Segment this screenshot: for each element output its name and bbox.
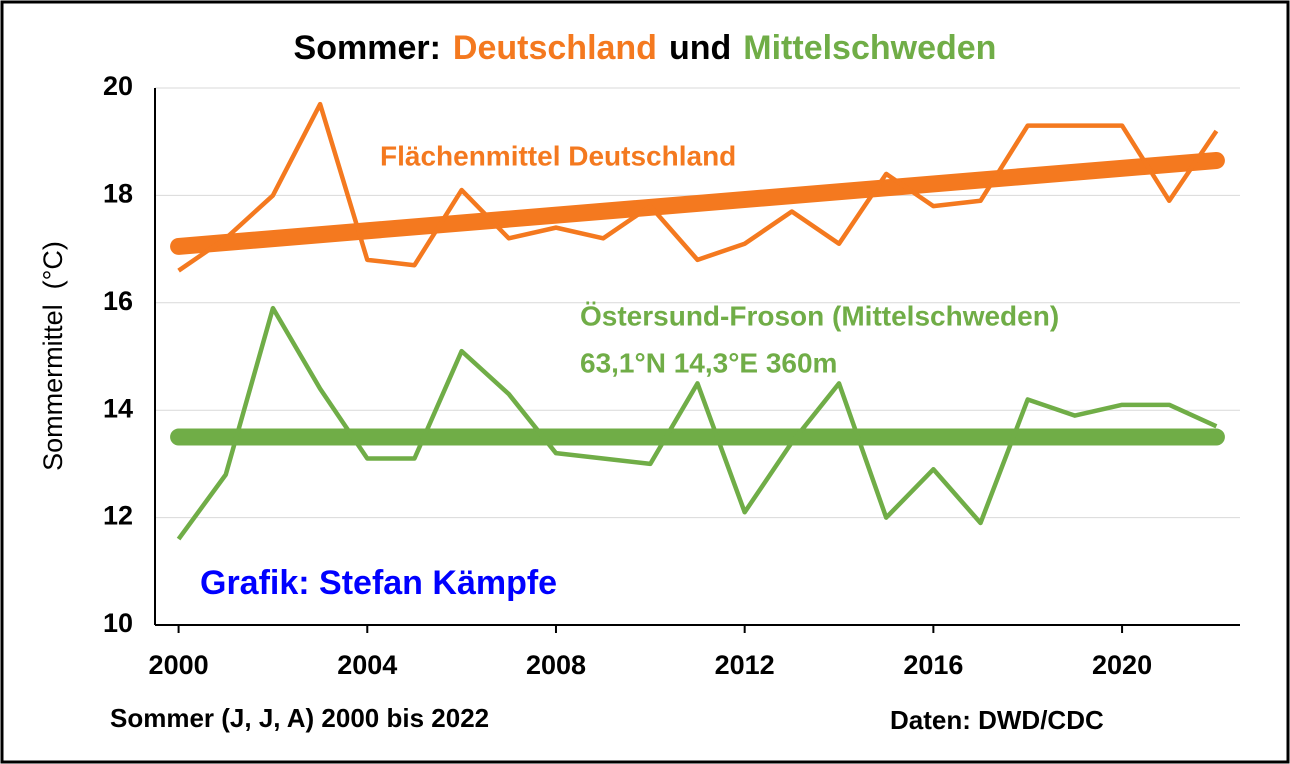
x-tick-label: 2020	[1092, 650, 1152, 680]
title-part: Sommer:	[294, 29, 441, 67]
title-part: und	[669, 29, 731, 67]
title-part: Deutschland	[453, 29, 657, 67]
y-tick-label: 12	[103, 501, 133, 531]
annotation: Östersund-Froson (Mittelschweden)	[580, 300, 1059, 331]
trend-line	[170, 151, 1225, 255]
annotation: Grafik: Stefan Kämpfe	[200, 564, 557, 602]
y-axis-label: Sommermittel (°C)	[38, 241, 68, 471]
x-tick-label: 2000	[149, 650, 209, 680]
y-tick-label: 18	[103, 179, 133, 209]
annotation: Daten: DWD/CDC	[890, 705, 1104, 735]
annotation: 63,1°N 14,3°E 360m	[580, 347, 837, 378]
chart-title: Sommer: Deutschland und Mittelschweden	[294, 29, 997, 67]
x-tick-label: 2012	[715, 650, 775, 680]
data-line	[176, 305, 1218, 541]
x-axis-label: Sommer (J, J, A) 2000 bis 2022	[110, 703, 489, 733]
y-tick-label: 10	[103, 608, 133, 638]
data-line	[177, 101, 1219, 273]
annotation: Flächenmittel Deutschland	[380, 140, 736, 171]
x-tick-label: 2004	[337, 650, 397, 680]
y-tick-label: 14	[103, 393, 133, 423]
x-tick-label: 2016	[903, 650, 963, 680]
title-part: Mittelschweden	[743, 29, 996, 67]
y-tick-label: 16	[103, 286, 133, 316]
x-tick-label: 2008	[526, 650, 586, 680]
y-tick-label: 20	[103, 71, 133, 101]
